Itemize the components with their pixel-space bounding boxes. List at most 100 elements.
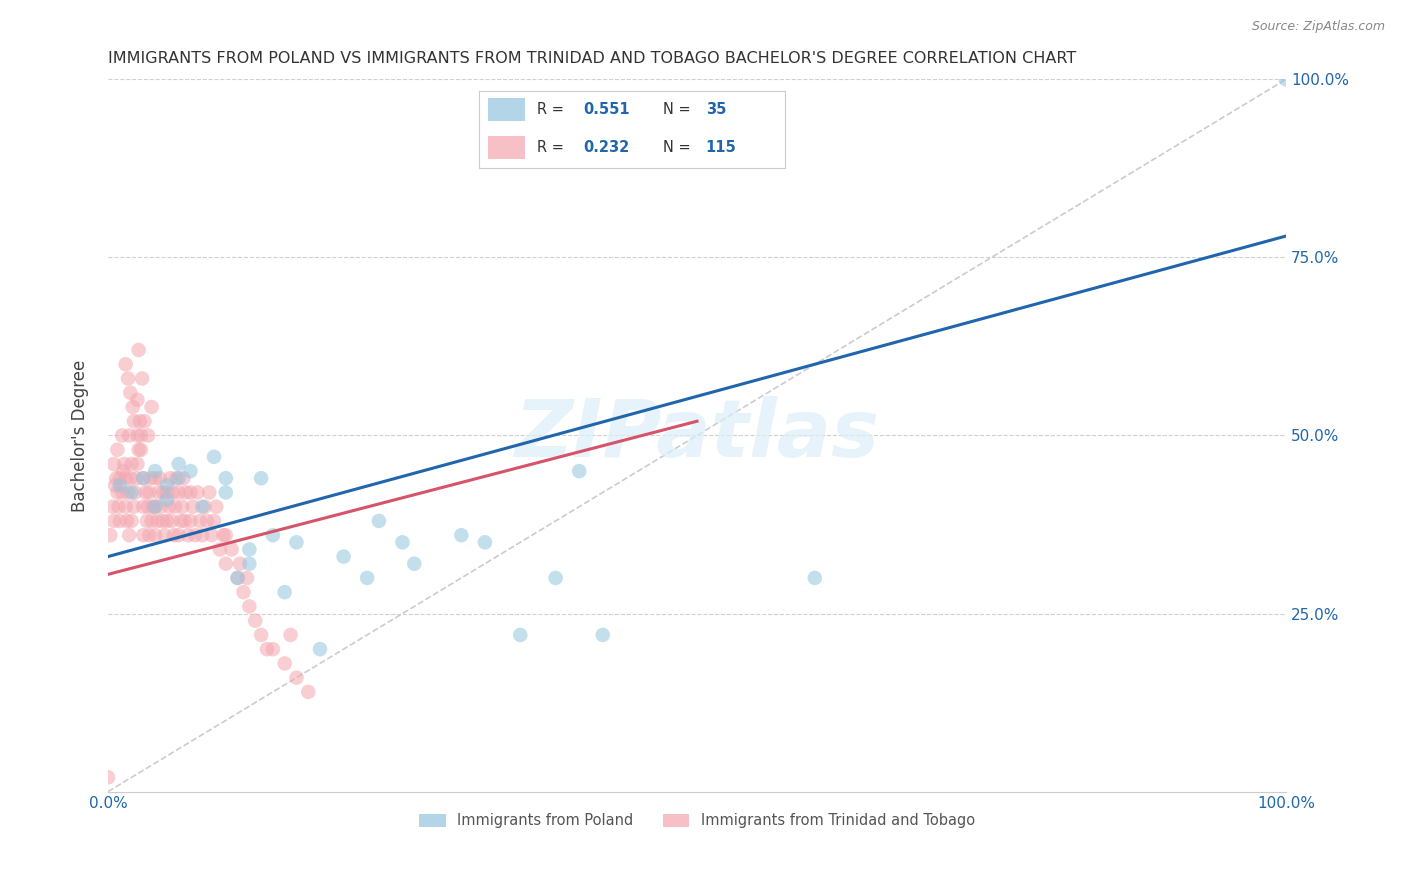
Point [474, 535, 496, 549]
Point [139, 471, 162, 485]
Point [160, 514, 183, 528]
Point [174, 485, 197, 500]
Point [114, 471, 136, 485]
Point [101, 500, 124, 514]
Point [332, 549, 354, 564]
Point [156, 485, 179, 500]
Point [162, 485, 184, 500]
Point [229, 557, 252, 571]
Point [129, 428, 152, 442]
Y-axis label: Bachelor's Degree: Bachelor's Degree [72, 359, 89, 512]
Point [202, 514, 225, 528]
Point [120, 385, 142, 400]
Legend: Immigrants from Poland, Immigrants from Trinidad and Tobago: Immigrants from Poland, Immigrants from … [413, 807, 980, 834]
Point [149, 471, 172, 485]
Point [112, 464, 135, 478]
Point [122, 414, 145, 428]
Point [132, 471, 155, 485]
Point [509, 628, 531, 642]
Point [226, 571, 249, 585]
Point [150, 514, 173, 528]
Point [136, 428, 159, 442]
Point [191, 500, 214, 514]
Point [262, 642, 284, 657]
Point [568, 464, 591, 478]
Point [115, 514, 138, 528]
Point [195, 514, 218, 528]
Point [143, 464, 166, 478]
Point [179, 514, 201, 528]
Point [120, 471, 142, 485]
Point [143, 500, 166, 514]
Point [201, 528, 224, 542]
Point [167, 485, 190, 500]
Point [232, 585, 254, 599]
Point [167, 457, 190, 471]
Point [128, 442, 150, 457]
Point [167, 471, 190, 485]
Point [135, 514, 157, 528]
Point [297, 685, 319, 699]
Point [803, 571, 825, 585]
Point [131, 371, 153, 385]
Point [132, 528, 155, 542]
Point [250, 628, 273, 642]
Point [143, 528, 166, 542]
Point [121, 457, 143, 471]
Point [159, 471, 181, 485]
Point [450, 528, 472, 542]
Point [104, 478, 127, 492]
Point [273, 657, 295, 671]
Point [245, 614, 267, 628]
Point [208, 542, 231, 557]
Point [150, 500, 173, 514]
Point [129, 442, 152, 457]
Point [105, 471, 128, 485]
Point [198, 485, 221, 500]
Point [179, 464, 201, 478]
Point [125, 471, 148, 485]
Point [194, 500, 217, 514]
Point [121, 400, 143, 414]
Point [128, 343, 150, 357]
Point [236, 571, 259, 585]
Point [273, 585, 295, 599]
Point [186, 485, 208, 500]
Point [103, 514, 125, 528]
Point [107, 485, 129, 500]
Point [146, 514, 169, 528]
Point [127, 428, 149, 442]
Point [215, 471, 238, 485]
Point [179, 485, 201, 500]
Point [215, 485, 238, 500]
Point [138, 528, 160, 542]
Point [127, 457, 149, 471]
Point [191, 528, 214, 542]
Point [124, 485, 146, 500]
Point [143, 500, 166, 514]
Point [107, 442, 129, 457]
Point [135, 485, 157, 500]
Point [118, 428, 141, 442]
Point [121, 485, 143, 500]
Point [118, 528, 141, 542]
Point [111, 428, 134, 442]
Point [156, 492, 179, 507]
Point [152, 485, 174, 500]
Point [181, 500, 204, 514]
Point [111, 485, 134, 500]
Point [97, 770, 120, 784]
Point [156, 478, 179, 492]
Point [143, 471, 166, 485]
Point [215, 528, 238, 542]
Point [309, 642, 332, 657]
Point [117, 485, 139, 500]
Point [121, 514, 143, 528]
Point [103, 457, 125, 471]
Point [238, 542, 260, 557]
Point [127, 392, 149, 407]
Point [404, 557, 426, 571]
Point [165, 500, 187, 514]
Point [262, 528, 284, 542]
Point [205, 500, 228, 514]
